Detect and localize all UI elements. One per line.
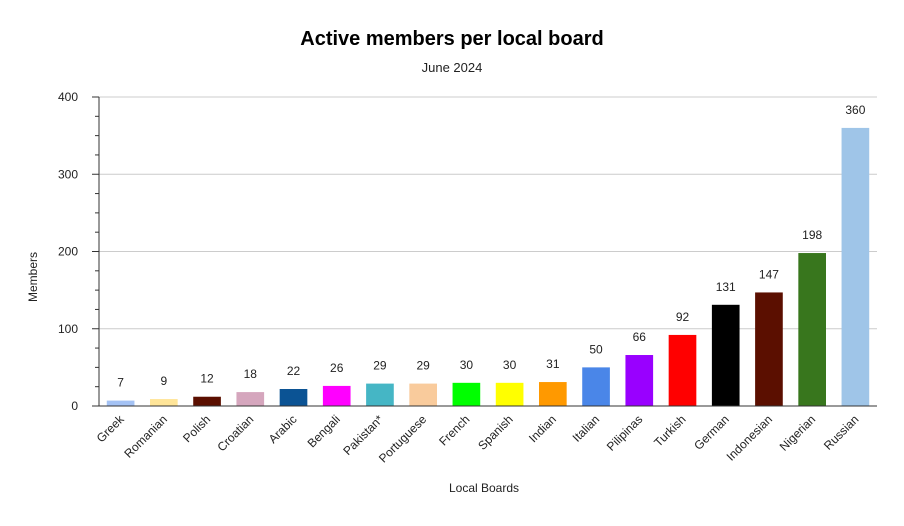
x-tick-label: Portuguese	[376, 412, 430, 466]
x-tick-label: Polish	[180, 412, 213, 445]
bar	[452, 382, 481, 406]
data-label: 31	[546, 357, 560, 371]
bar	[798, 253, 826, 406]
bar	[366, 383, 394, 406]
data-label: 18	[244, 367, 258, 381]
chart-title: Active members per local board	[300, 28, 603, 50]
x-tick-label: Turkish	[651, 412, 688, 449]
x-tick-label: German	[691, 412, 732, 453]
axes: 0 100 200 300 400	[58, 90, 877, 413]
data-label: 29	[416, 359, 430, 373]
x-tick-label: Croatian	[214, 412, 256, 454]
data-label: 131	[716, 280, 736, 294]
data-label: 147	[759, 267, 779, 281]
bar	[625, 355, 654, 406]
x-axis-title: Local Boards	[449, 481, 519, 495]
bar	[236, 392, 265, 406]
y-tick-label: 300	[58, 167, 78, 181]
data-label: 12	[200, 372, 214, 386]
x-tick-label: Bengali	[305, 412, 343, 450]
x-tick-label: Pilipinas	[604, 412, 646, 454]
x-tick-label: Greek	[94, 412, 128, 446]
bar	[322, 385, 351, 406]
x-tick-label: Nigerian	[777, 412, 819, 454]
data-label: 29	[373, 359, 387, 373]
data-labels: 7 Greek 9 Romanian 12 Polish 18 Croatian 22 Arabi…	[94, 103, 866, 466]
x-tick-label: Arabic	[266, 412, 300, 446]
bar	[150, 399, 178, 406]
y-tick-label: 0	[71, 399, 78, 413]
y-tick-label: 200	[58, 245, 78, 259]
x-tick-label: Indonesian	[724, 412, 775, 463]
data-label: 50	[589, 342, 603, 356]
data-label: 7	[117, 376, 124, 390]
x-tick-label: French	[436, 412, 472, 448]
data-label: 360	[845, 103, 865, 117]
bar	[711, 304, 740, 406]
data-label: 198	[802, 228, 822, 242]
data-label: 22	[287, 364, 301, 378]
bar	[495, 382, 524, 406]
x-tick-label: Spanish	[475, 412, 516, 453]
x-tick-label: Romanian	[121, 412, 170, 461]
x-tick-label: Russian	[821, 412, 862, 453]
bar	[539, 382, 567, 406]
bar	[582, 367, 610, 406]
gridlines	[99, 96, 877, 330]
bar	[279, 389, 308, 406]
x-tick-label: Italian	[570, 412, 603, 445]
y-tick-label: 100	[58, 322, 78, 336]
y-tick-label: 400	[58, 90, 78, 104]
data-label: 26	[330, 361, 344, 375]
x-tick-label: Indian	[526, 412, 559, 445]
bars	[106, 127, 870, 407]
bar	[841, 127, 870, 407]
y-axis-title: Members	[26, 252, 40, 302]
bar	[409, 383, 437, 406]
bar	[755, 292, 783, 406]
data-label: 92	[676, 310, 690, 324]
data-label: 9	[160, 374, 167, 388]
chart-subtitle: June 2024	[422, 60, 483, 75]
bar	[193, 396, 221, 406]
bar	[106, 400, 135, 406]
data-label: 66	[633, 330, 647, 344]
data-label: 30	[460, 358, 474, 372]
data-label: 30	[503, 358, 517, 372]
bar	[668, 334, 697, 406]
